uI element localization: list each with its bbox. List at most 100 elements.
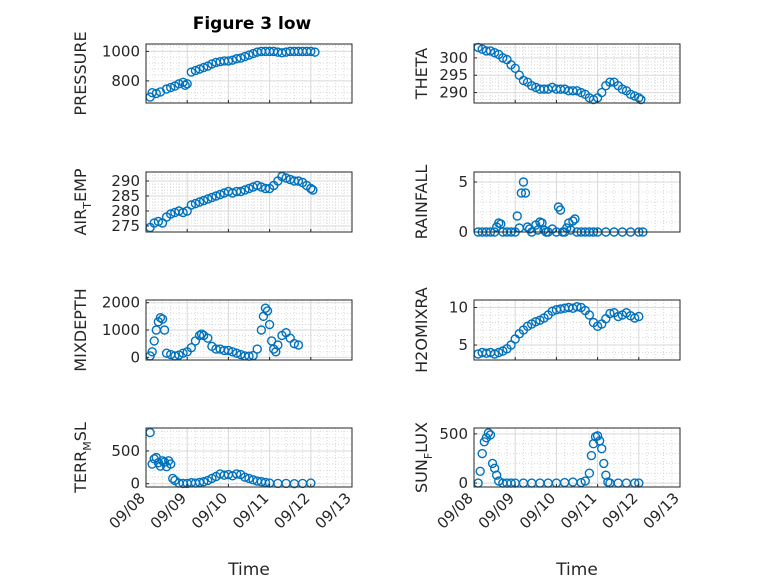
data-point xyxy=(186,67,197,77)
data-point xyxy=(155,313,166,323)
data-point xyxy=(599,458,609,469)
data-point xyxy=(223,345,234,356)
x-tick-label: 09/13 xyxy=(312,489,355,532)
data-point xyxy=(489,349,500,359)
x-tick-label: 09/09 xyxy=(147,489,190,532)
data-point xyxy=(240,472,250,482)
data-point xyxy=(248,48,258,59)
y-tick-label: 300 xyxy=(439,49,468,67)
data-point xyxy=(244,473,254,484)
data-point xyxy=(186,343,197,353)
data-point xyxy=(149,336,159,346)
data-point xyxy=(168,473,178,484)
data-point xyxy=(597,443,607,454)
data-point xyxy=(306,46,316,57)
data-point xyxy=(475,466,485,476)
data-point xyxy=(592,431,603,441)
data-point xyxy=(194,197,205,207)
subplot-pressure: 800 1000 PRESSURE xyxy=(71,31,353,116)
y-axis-label-tail: LUX xyxy=(412,422,431,453)
data-point xyxy=(236,53,246,63)
grid-lines xyxy=(145,428,353,487)
data-point xyxy=(597,87,607,98)
y-tick-label: 800 xyxy=(111,72,140,90)
x-axis-label: Time xyxy=(227,560,270,580)
x-tick-label: 09/13 xyxy=(640,489,683,532)
axes-box xyxy=(473,299,681,361)
x-tick-label: 09/11 xyxy=(557,489,600,532)
data-point xyxy=(166,82,176,93)
y-axis-label: PRESSURE xyxy=(71,31,90,115)
data-point xyxy=(306,183,316,194)
x-tick-label: 09/12 xyxy=(598,489,641,532)
y-tick-label: 10 xyxy=(449,299,468,317)
data-point xyxy=(518,75,529,86)
data-point xyxy=(588,94,599,105)
data-point xyxy=(260,303,271,313)
data-point xyxy=(281,173,291,183)
data-point xyxy=(636,94,646,105)
data-series xyxy=(145,171,318,233)
y-axis-label-sub: M xyxy=(81,441,94,451)
y-tick-label: 0 xyxy=(130,475,140,493)
data-point xyxy=(555,205,566,215)
data-series xyxy=(145,427,316,489)
subplot-rainfall: 0 5 RAINFALL xyxy=(412,165,681,241)
plot-area xyxy=(474,428,680,487)
data-series xyxy=(145,303,304,361)
data-point xyxy=(157,314,168,324)
data-series xyxy=(145,46,320,102)
y-axis-label-tail: EMP xyxy=(71,168,90,202)
data-point xyxy=(198,477,209,487)
y-tick-label: 280 xyxy=(111,202,140,220)
grid-lines xyxy=(473,428,681,487)
data-point xyxy=(153,216,164,227)
y-tick-label: 1000 xyxy=(102,321,140,339)
data-point xyxy=(194,64,205,74)
data-point xyxy=(236,186,246,197)
y-tick-label: 295 xyxy=(439,66,468,84)
y-tick-label: 275 xyxy=(111,217,140,235)
x-tick-label: 09/11 xyxy=(229,489,272,532)
data-point xyxy=(494,347,504,358)
data-point xyxy=(223,56,234,66)
y-tick-label: 500 xyxy=(111,442,140,460)
axes-box xyxy=(145,171,353,233)
y-axis-label-main: TERR xyxy=(71,451,90,494)
y-axis-label: SUNFLUX xyxy=(412,422,435,493)
y-axis-label: MIXDEPTH xyxy=(71,288,90,371)
data-point xyxy=(487,458,498,469)
data-point xyxy=(498,53,508,63)
data-point xyxy=(518,177,529,187)
y-axis-label-main: SUN xyxy=(412,459,431,493)
data-point xyxy=(260,183,271,194)
y-tick-label: 285 xyxy=(111,187,140,205)
y-tick-label: 1000 xyxy=(102,42,140,60)
data-point xyxy=(629,313,640,323)
data-point xyxy=(531,317,541,327)
axes-box xyxy=(473,427,681,488)
data-point xyxy=(227,55,238,65)
y-tick-label: 5 xyxy=(458,336,468,354)
data-point xyxy=(293,340,304,350)
data-point xyxy=(580,476,590,486)
data-point xyxy=(605,77,615,87)
data-point xyxy=(147,347,157,357)
data-point xyxy=(605,308,615,319)
data-point xyxy=(584,468,595,478)
data-point xyxy=(161,348,172,358)
data-point xyxy=(166,459,176,469)
data-point xyxy=(215,189,225,200)
data-point xyxy=(262,306,273,316)
data-point xyxy=(207,59,217,69)
data-point xyxy=(178,348,188,358)
data-point xyxy=(240,51,250,62)
data-point xyxy=(252,180,262,191)
data-point xyxy=(310,47,320,57)
data-point xyxy=(161,84,172,94)
x-axis-label: Time xyxy=(555,560,598,580)
data-point xyxy=(520,188,531,198)
data-point xyxy=(166,209,176,219)
axes-box xyxy=(473,171,681,233)
